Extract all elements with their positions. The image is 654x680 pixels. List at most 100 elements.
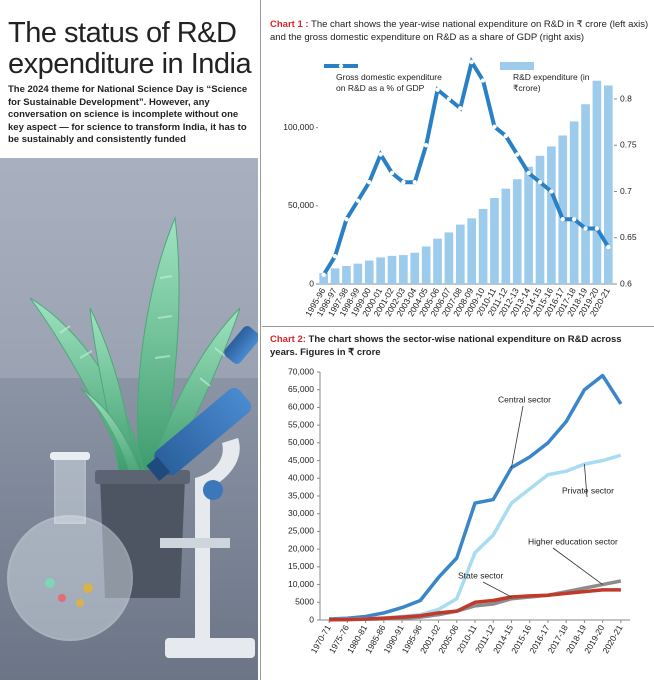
y-tick-label: 50,000 <box>288 200 314 210</box>
legend-swatch <box>500 62 534 70</box>
bar <box>603 85 613 284</box>
point <box>401 180 406 185</box>
legend-label: R&D expenditure (in ₹crore) <box>513 72 590 93</box>
bar <box>524 166 533 284</box>
legend-label: Gross domestic expenditure on R&D as a %… <box>336 72 442 93</box>
y-tick-label: 0 <box>309 614 314 624</box>
point <box>492 124 497 129</box>
y-tick-label: 70,000 <box>288 366 314 376</box>
bar <box>387 255 397 284</box>
point <box>560 217 565 222</box>
point <box>537 180 543 185</box>
bar <box>478 208 488 284</box>
bar <box>364 260 374 284</box>
bar <box>353 263 363 284</box>
bar <box>467 218 477 284</box>
leader-line <box>482 581 512 598</box>
y-tick-label: 100,000 <box>283 122 314 132</box>
chart-title: Chart 2: The chart shows the sector-wise… <box>270 333 650 359</box>
point <box>389 170 395 176</box>
illustration <box>0 158 258 680</box>
y2-tick-label: 0.7 <box>620 186 632 196</box>
point <box>503 133 509 139</box>
point <box>321 272 326 277</box>
intro-text: The 2024 theme for National Science Day … <box>8 84 248 145</box>
y-tick-label: 10,000 <box>288 579 314 589</box>
point <box>412 180 417 185</box>
bar <box>490 198 499 284</box>
chart-1: 050,000100,0000.60.650.70.750.81995-9619… <box>283 56 637 318</box>
y-tick-label: 0 <box>309 278 314 288</box>
divider <box>262 326 654 327</box>
chart-title: Chart 1 : The chart shows the year-wise … <box>270 18 650 44</box>
point <box>480 78 486 83</box>
bar <box>592 80 602 285</box>
chart-title-text: The chart shows the year-wise national e… <box>270 19 649 43</box>
bar <box>319 273 329 284</box>
point <box>446 96 452 102</box>
y-tick-label: 50,000 <box>288 437 314 447</box>
bar <box>501 188 511 284</box>
divider <box>260 0 261 680</box>
bar <box>433 238 442 284</box>
bar <box>444 232 454 284</box>
y-tick-label: 45,000 <box>288 455 314 465</box>
leader-line <box>584 464 588 498</box>
line <box>321 56 611 276</box>
bar <box>455 224 465 284</box>
point <box>458 106 463 111</box>
point <box>571 217 577 222</box>
leader-line <box>511 405 524 468</box>
point <box>515 152 520 157</box>
y-tick-label: 15,000 <box>288 561 314 571</box>
line <box>329 588 621 622</box>
bar <box>399 255 408 284</box>
point <box>332 254 338 259</box>
chart-title-text: The chart shows the sector-wise national… <box>270 334 622 358</box>
bar <box>342 266 351 284</box>
series-label: Private sector <box>562 485 614 495</box>
y2-tick-label: 0.65 <box>620 232 637 242</box>
point <box>344 217 349 222</box>
y-tick-label: 20,000 <box>288 543 314 553</box>
bar <box>421 246 431 284</box>
point <box>435 87 440 92</box>
chart-2: 0 5000 10,000 15,000 20,000 25,000 30,000 35,00… <box>288 366 630 655</box>
point <box>367 180 372 185</box>
series-label: Higher education sector <box>528 536 618 546</box>
y-tick-label: 30,000 <box>288 508 314 518</box>
point <box>606 244 611 250</box>
point <box>583 226 588 231</box>
y-tick-label: 5000 <box>295 597 314 607</box>
leader-line <box>552 547 603 585</box>
y-tick-label: 65,000 <box>288 384 314 394</box>
line <box>329 373 623 621</box>
bar <box>512 179 522 284</box>
y-tick-label: 55,000 <box>288 419 314 429</box>
y2-tick-label: 0.75 <box>620 140 637 150</box>
y2-tick-label: 0.8 <box>620 93 632 103</box>
bar <box>558 135 568 284</box>
series-label: State sector <box>458 570 504 580</box>
point <box>526 170 531 176</box>
point <box>469 59 474 65</box>
y-tick-label: 25,000 <box>288 526 314 536</box>
series-label: Central sector <box>498 394 551 404</box>
y-tick-label: 60,000 <box>288 402 314 412</box>
legend-swatch <box>338 63 344 69</box>
chart-label: Chart 2: <box>270 334 306 345</box>
bar <box>330 268 340 284</box>
bar <box>410 252 420 284</box>
bar <box>547 146 556 284</box>
point <box>549 189 554 194</box>
page-title: The status of R&D expenditure in India <box>8 17 252 80</box>
point <box>355 198 361 203</box>
bar <box>581 104 590 284</box>
y-tick-label: 40,000 <box>288 473 314 483</box>
chart-label: Chart 1 : <box>270 19 309 30</box>
point <box>423 143 429 148</box>
y-tick-label: 35,000 <box>288 490 314 500</box>
y2-tick-label: 0.6 <box>620 278 632 288</box>
point <box>594 226 600 231</box>
